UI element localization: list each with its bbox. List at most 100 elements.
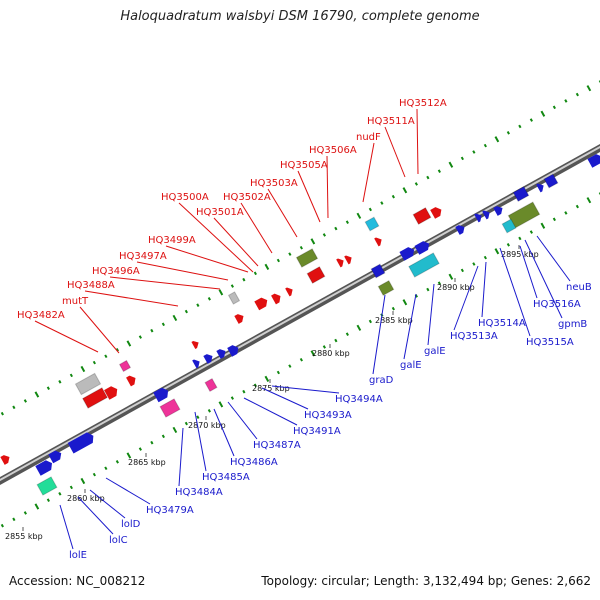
- reverse-dotted-guide: [172, 426, 178, 434]
- reverse-dotted-guide: [518, 236, 522, 241]
- reverse-dotted-guide: [402, 299, 408, 306]
- reverse-dotted-guide: [207, 409, 211, 413]
- reverse-dotted-guide: [322, 345, 326, 349]
- tick-label: 2870 kbp: [188, 421, 226, 430]
- forward-dotted-guide: [518, 124, 522, 129]
- gene-label-reverse: HQ3493A: [304, 410, 352, 421]
- gene-label-reverse: HQ3513A: [450, 331, 498, 342]
- forward-dotted-guide: [196, 303, 200, 307]
- gene-feature-arrow: [203, 354, 213, 364]
- reverse-leader-line: [243, 397, 298, 426]
- forward-leader-line: [79, 306, 120, 354]
- gene-label-reverse: HQ3515A: [526, 337, 574, 348]
- gene-label-forward: HQ3511A: [367, 116, 415, 127]
- gene-feature-arrow: [482, 210, 490, 220]
- forward-dotted-guide: [540, 110, 546, 117]
- reverse-dotted-guide: [494, 248, 500, 255]
- gene-feature-arrow: [227, 345, 239, 357]
- forward-dotted-guide: [529, 118, 533, 122]
- forward-dotted-guide: [92, 360, 96, 365]
- reverse-dotted-guide: [253, 383, 257, 388]
- gene-feature-arrow: [104, 386, 118, 400]
- genome-summary-text: Topology: circular; Length: 3,132,494 bp…: [261, 574, 591, 588]
- reverse-dotted-guide: [58, 491, 62, 496]
- gene-label-reverse: HQ3487A: [253, 440, 301, 451]
- reverse-leader-line: [524, 239, 563, 319]
- gene-feature-arrow: [414, 241, 430, 255]
- forward-dotted-guide: [460, 156, 464, 161]
- gene-label-forward: HQ3512A: [399, 98, 447, 109]
- forward-dotted-guide: [448, 161, 454, 168]
- forward-dotted-guide: [437, 169, 441, 173]
- forward-dotted-guide: [80, 365, 86, 373]
- tick-label: 2885 kbp: [375, 316, 413, 325]
- forward-dotted-guide: [472, 150, 476, 154]
- forward-leader-line: [384, 126, 406, 178]
- forward-dotted-guide: [34, 391, 40, 398]
- reverse-dotted-guide: [104, 466, 108, 471]
- forward-dotted-guide: [184, 309, 188, 314]
- gene-features: [0, 154, 600, 496]
- gene-feature-box: [512, 186, 530, 202]
- gene-label-forward: mutT: [62, 296, 89, 307]
- gene-feature-arrow: [455, 225, 465, 235]
- forward-dotted-guide: [276, 258, 280, 263]
- forward-dotted-guide: [172, 314, 178, 322]
- dotted-guides: [0, 79, 600, 528]
- gene-feature-arrow: [234, 314, 244, 324]
- reverse-dotted-guide: [184, 421, 188, 426]
- reverse-leader-line: [481, 261, 487, 318]
- forward-dotted-guide: [253, 271, 257, 276]
- reverse-dotted-guide: [552, 217, 556, 222]
- gene-label-reverse: HQ3486A: [230, 457, 278, 468]
- forward-dotted-guide: [46, 386, 50, 390]
- reverse-dotted-guide: [288, 364, 292, 368]
- reverse-dotted-guide: [472, 262, 476, 266]
- forward-leader-line: [178, 202, 254, 273]
- reverse-leader-line: [227, 401, 258, 440]
- gene-label-reverse: graD: [369, 375, 394, 386]
- reverse-dotted-guide: [540, 222, 546, 229]
- reverse-dotted-guide: [161, 434, 165, 439]
- reverse-leader-line: [261, 387, 309, 410]
- gene-feature-box: [377, 280, 395, 296]
- gene-feature-arrow: [216, 349, 226, 359]
- forward-dotted-guide: [288, 252, 292, 256]
- reverse-dotted-guide: [80, 477, 86, 485]
- gene-feature-arrow: [587, 154, 600, 168]
- forward-dotted-guide: [264, 263, 270, 270]
- gene-feature-arrow: [430, 207, 442, 219]
- reverse-dotted-guide: [23, 511, 27, 515]
- reverse-dotted-guide: [34, 503, 40, 510]
- forward-dotted-guide: [414, 182, 418, 186]
- reverse-dotted-guide: [575, 204, 579, 209]
- forward-dotted-guide: [402, 187, 408, 194]
- gene-feature-arrow: [285, 287, 293, 297]
- forward-dotted-guide: [345, 220, 349, 225]
- forward-leader-line: [362, 142, 375, 203]
- reverse-leader-line: [271, 385, 340, 394]
- reverse-dotted-guide: [506, 243, 510, 247]
- gene-label-reverse: HQ3491A: [293, 426, 341, 437]
- gene-feature-arrow: [374, 237, 382, 247]
- forward-leader-line: [165, 245, 249, 273]
- gene-label-reverse: galE: [424, 346, 446, 357]
- gene-feature-box: [118, 359, 132, 373]
- gene-feature-box: [227, 291, 241, 305]
- gene-labels: HQ3482A mutT HQ3488A HQ3496A HQ3497A HQ3499A H…: [17, 98, 592, 561]
- gene-label-reverse: HQ3484A: [175, 487, 223, 498]
- reverse-leader-line: [427, 283, 435, 346]
- reverse-dotted-guide: [460, 268, 464, 273]
- gene-label-reverse: HQ3479A: [146, 505, 194, 516]
- forward-leader-line: [416, 108, 419, 175]
- gene-feature-arrow: [493, 206, 503, 216]
- gene-feature-arrow: [67, 432, 94, 454]
- forward-dotted-guide: [150, 328, 154, 333]
- gene-feature-arrow: [271, 293, 281, 305]
- accession-text: Accession: NC_008212: [9, 574, 146, 588]
- reverse-leader-line: [403, 293, 417, 360]
- gene-feature-box: [295, 248, 319, 268]
- forward-dotted-guide: [575, 92, 579, 97]
- gene-label-reverse: galE: [400, 360, 422, 371]
- gene-label-forward: HQ3502A: [223, 192, 271, 203]
